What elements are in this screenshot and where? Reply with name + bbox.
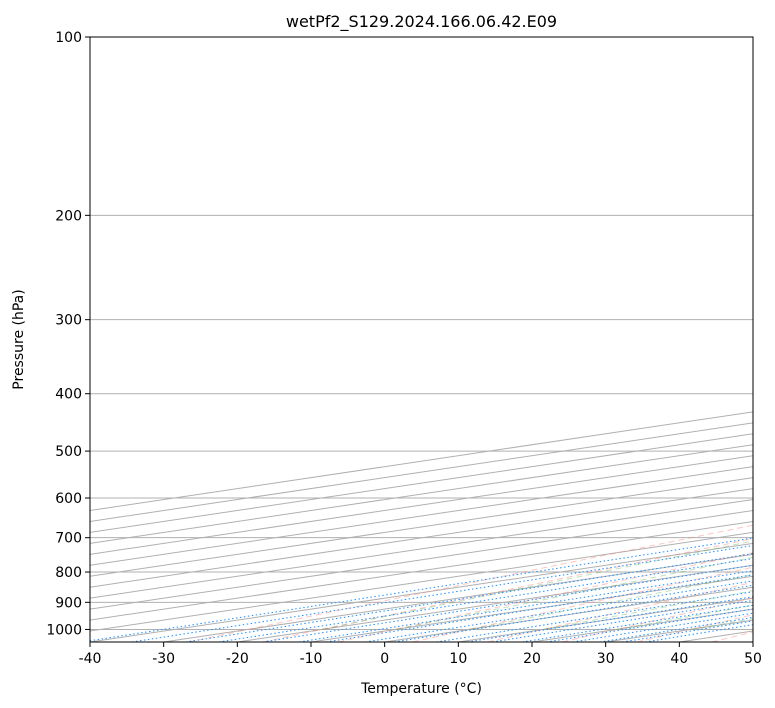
isotherm-line [310, 575, 753, 642]
y-tick-label: 800 [55, 565, 82, 581]
chart-title: wetPf2_S129.2024.166.06.42.E09 [286, 12, 557, 32]
x-tick-label: -10 [300, 651, 323, 667]
moist-adiabat [468, 573, 753, 630]
x-tick-label: 0 [380, 651, 389, 667]
isotherm-line [90, 509, 753, 610]
isotherm-line [752, 641, 753, 642]
mixing-ratio-line [299, 570, 753, 642]
dry-adiabat [711, 631, 753, 642]
isotherm-line [90, 466, 753, 566]
x-tick-label: -20 [226, 651, 249, 667]
x-tick-label: 20 [523, 651, 541, 667]
x-tick-label: -30 [152, 651, 175, 667]
moist-adiabat [395, 556, 753, 630]
isotherm-line [384, 586, 753, 642]
isotherm-line [90, 444, 753, 544]
isotherm-line [90, 531, 753, 632]
y-tick-label: 1000 [46, 622, 82, 638]
y-tick-label: 100 [55, 30, 82, 46]
isotherm-line [531, 608, 753, 642]
x-axis-label: Temperature (°C) [360, 681, 482, 697]
mixing-ratio-line [218, 558, 753, 642]
isotherm-line [90, 488, 753, 588]
moist-adiabat [542, 590, 753, 630]
mixing-ratio-line [131, 545, 753, 642]
x-tick-label: 10 [449, 651, 467, 667]
isotherm-line [90, 477, 753, 577]
dry-adiabat [562, 597, 753, 642]
isotherm-line [90, 499, 753, 599]
isotherm-line [90, 520, 753, 621]
x-tick-label: -40 [79, 651, 102, 667]
axes: -40 -30 -20 -10 0 10 20 30 40 50 100 200 300 400 500 60… [46, 30, 762, 667]
y-tick-label: 700 [55, 531, 82, 547]
isotherm-line [90, 455, 753, 555]
y-tick-label: 900 [55, 595, 82, 611]
x-tick-label: 40 [670, 651, 688, 667]
plot-frame [89, 36, 754, 643]
isotherm-line [605, 619, 753, 642]
dry-adiabat [636, 614, 753, 642]
x-tick-label: 50 [744, 651, 762, 667]
y-tick-label: 400 [55, 387, 82, 403]
mixing-ratio-line [365, 580, 753, 642]
y-tick-label: 500 [55, 444, 82, 460]
mixing-ratio-line [325, 574, 753, 642]
isotherm-line [458, 597, 753, 642]
mixing-ratio-line [185, 553, 753, 642]
y-axis-label: Pressure (hPa) [11, 289, 27, 389]
isotherm-line [90, 542, 753, 642]
isotherm-line [679, 630, 753, 642]
background-lines [90, 37, 753, 642]
isotherm-line [90, 433, 753, 533]
isotherm-line [90, 411, 753, 512]
dry-adiabat [188, 524, 753, 642]
dry-adiabat [487, 581, 753, 642]
x-tick-label: 30 [597, 651, 615, 667]
isotherm-line [90, 422, 753, 522]
dry-adiabat [412, 566, 753, 642]
y-tick-label: 600 [55, 491, 82, 507]
moist-adiabat [689, 618, 753, 630]
y-tick-label: 300 [55, 313, 82, 329]
y-tick-label: 200 [55, 208, 82, 224]
